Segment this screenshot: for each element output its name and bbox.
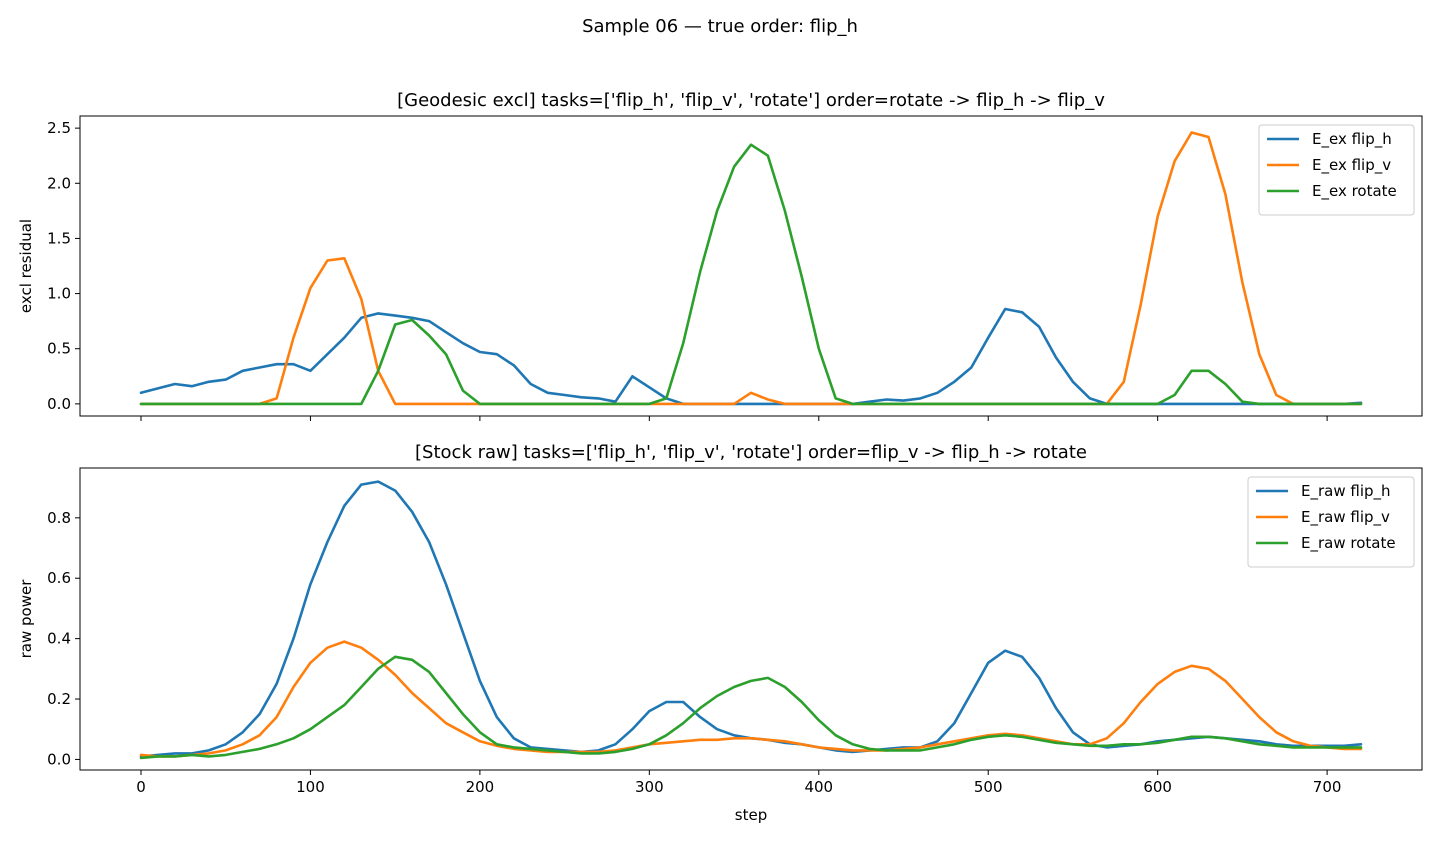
bottom-x-tick-label: 100 — [296, 778, 325, 796]
bottom-y-tick-label: 0.0 — [47, 750, 71, 768]
top-legend-box — [1258, 124, 1415, 216]
top-axes-ticks: 0.0 0.5 1.0 1.5 2.0 2.5 — [47, 119, 1328, 421]
top-axes-frame — [79, 115, 1423, 417]
top-y-tick-label: 0.5 — [47, 340, 71, 358]
bottom-axes-ticks: 0 100 200 300 400 500 600 700 0.0 0.2 0.4 0.6 0.8 — [47, 509, 1341, 796]
bottom-y-tick-label: 0.4 — [47, 630, 71, 648]
bottom-legend-box — [1247, 476, 1415, 568]
top-series-line-flip-v — [139, 131, 1363, 406]
bottom-legend-label: E_raw flip_h — [1301, 482, 1391, 501]
top-y-tick-label: 1.5 — [47, 229, 71, 247]
bottom-legend-label: E_raw flip_v — [1301, 508, 1390, 527]
bottom-x-tick-label: 500 — [974, 778, 1003, 796]
top-y-tick-label: 2.0 — [47, 174, 71, 192]
top-y-tick-label: 1.0 — [47, 285, 71, 303]
top-legend-label: E_ex flip_v — [1312, 156, 1391, 175]
top-legend: E_ex flip_h E_ex flip_v E_ex rotate — [1258, 124, 1415, 216]
top-axes-lines — [139, 131, 1363, 406]
bottom-y-axis-label: raw power — [17, 579, 35, 659]
bottom-x-tick-label: 300 — [635, 778, 664, 796]
bottom-x-tick-label: 700 — [1313, 778, 1342, 796]
bottom-x-tick-label: 400 — [804, 778, 833, 796]
top-legend-label: E_ex flip_h — [1312, 130, 1392, 149]
bottom-y-tick-label: 0.2 — [47, 690, 71, 708]
top-series-line-rotate — [139, 143, 1363, 406]
bottom-series-line-flip-h — [139, 480, 1363, 758]
bottom-axes-lines — [139, 480, 1363, 760]
bottom-x-axis-label: step — [735, 806, 767, 824]
top-y-axis-label: excl residual — [17, 219, 35, 313]
bottom-axes-frame — [79, 467, 1423, 771]
top-y-tick-label: 0.0 — [47, 395, 71, 413]
top-legend-label: E_ex rotate — [1312, 182, 1397, 201]
top-axes: [Geodesic excl] tasks=['flip_h', 'flip_v… — [17, 90, 1423, 421]
bottom-x-tick-label: 200 — [466, 778, 495, 796]
bottom-axes-title: [Stock raw] tasks=['flip_h', 'flip_v', '… — [415, 442, 1087, 463]
bottom-x-tick-label: 0 — [136, 778, 146, 796]
bottom-x-tick-label: 600 — [1143, 778, 1172, 796]
bottom-series-line-flip-v — [139, 640, 1363, 758]
top-y-tick-label: 2.5 — [47, 119, 71, 137]
bottom-legend: E_raw flip_h E_raw flip_v E_raw rotate — [1247, 476, 1415, 568]
bottom-legend-label: E_raw rotate — [1301, 534, 1396, 553]
bottom-axes: [Stock raw] tasks=['flip_h', 'flip_v', '… — [17, 442, 1423, 824]
figure-suptitle: Sample 06 — true order: flip_h — [582, 16, 858, 37]
bottom-series-line-rotate — [139, 655, 1363, 760]
bottom-y-tick-label: 0.8 — [47, 509, 71, 527]
bottom-y-tick-label: 0.6 — [47, 569, 71, 587]
top-axes-title: [Geodesic excl] tasks=['flip_h', 'flip_v… — [397, 90, 1105, 111]
